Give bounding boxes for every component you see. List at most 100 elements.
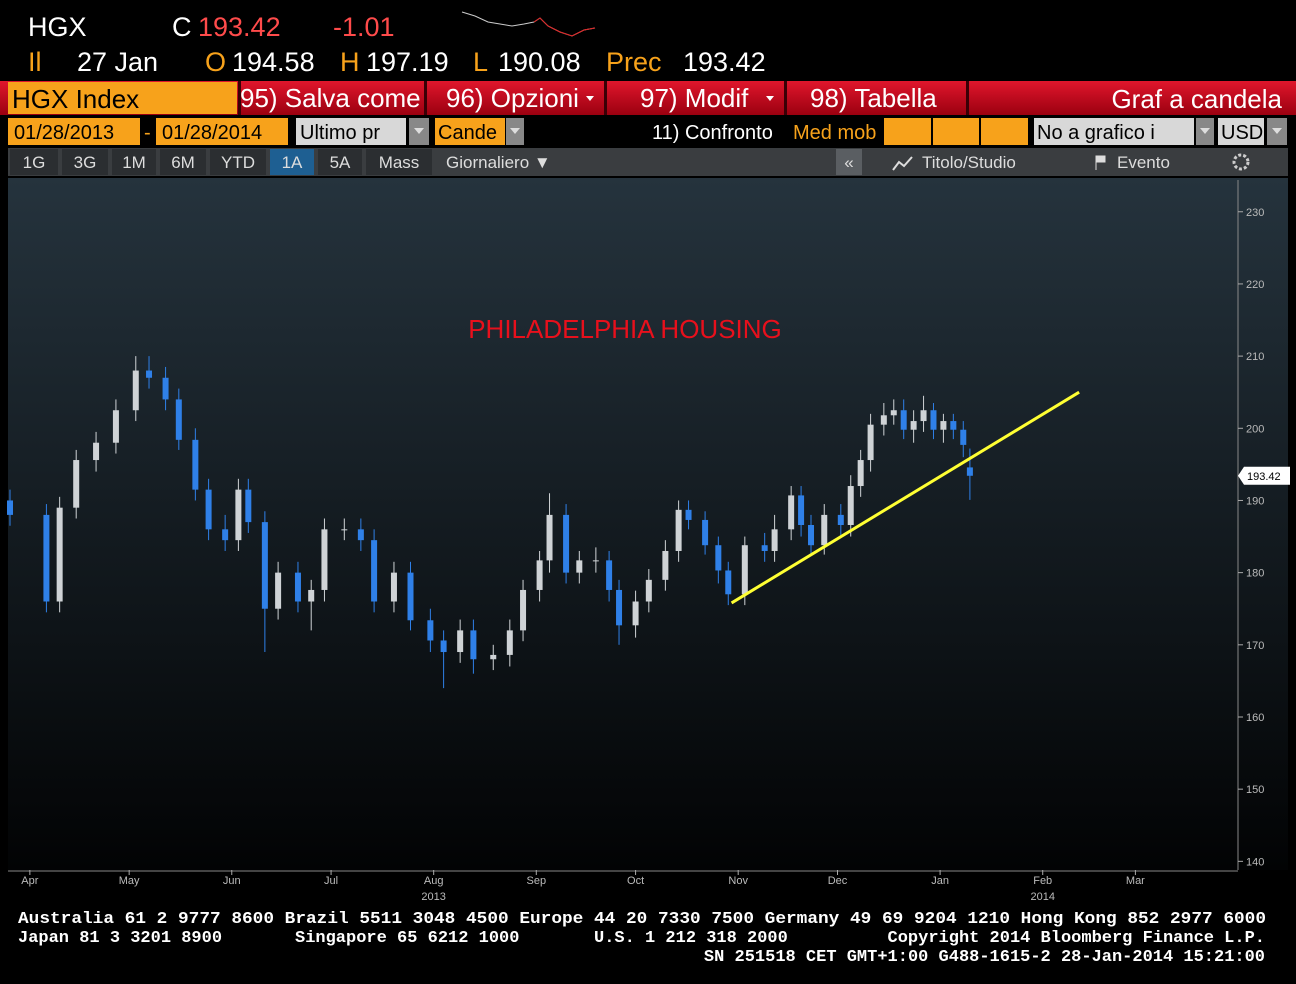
- period-tab[interactable]: [318, 149, 362, 175]
- period-tab[interactable]: [366, 149, 432, 175]
- period-label[interactable]: 6M: [171, 153, 195, 172]
- trendline: [730, 390, 1080, 605]
- table-button[interactable]: 98) Tabella: [810, 83, 937, 113]
- candle-body: [175, 399, 182, 440]
- candle-body: [536, 560, 543, 590]
- x-tick-label: Aug: [424, 875, 444, 887]
- period-tab[interactable]: [112, 149, 156, 175]
- period-label[interactable]: YTD: [221, 153, 255, 172]
- candle-body: [407, 572, 414, 621]
- moving-avg[interactable]: Med mob: [793, 122, 876, 144]
- candle-body: [867, 424, 874, 461]
- high: 197.19: [366, 47, 449, 77]
- studies-icon: [892, 156, 913, 171]
- footer-japan: Japan 81 3 3201 8900: [18, 929, 222, 948]
- settings-icon[interactable]: [1232, 153, 1250, 171]
- period-label[interactable]: 1A: [282, 153, 303, 172]
- style[interactable]: Cande: [438, 122, 497, 144]
- day-label: Il: [28, 47, 42, 77]
- candle-body: [506, 630, 513, 655]
- y-tick-label: 210: [1246, 351, 1264, 363]
- events-button[interactable]: Evento: [1117, 153, 1170, 172]
- plot-option[interactable]: No a grafico i: [1037, 122, 1155, 144]
- y-tick-label: 170: [1246, 640, 1264, 652]
- modify-button[interactable]: 97) Modif: [640, 83, 749, 113]
- x-tick-label: May: [119, 875, 140, 887]
- collapse-box[interactable]: [836, 149, 862, 175]
- period-label[interactable]: Mass: [379, 153, 420, 172]
- candle-body: [520, 589, 527, 631]
- period-label[interactable]: 3G: [74, 153, 97, 172]
- x-tick-label: Mar: [1126, 875, 1145, 887]
- candle-body: [245, 489, 252, 523]
- x-tick-label: Jun: [223, 875, 241, 887]
- candle-body: [890, 410, 897, 416]
- candle-body: [930, 410, 937, 430]
- period-tab[interactable]: [10, 149, 58, 175]
- candle-body: [427, 620, 434, 641]
- candle-body: [632, 601, 639, 626]
- candle-body: [546, 514, 553, 561]
- candle-body: [808, 525, 815, 546]
- candle-body: [235, 489, 242, 541]
- period-tab[interactable]: [160, 149, 206, 175]
- footer-line: Australia 61 2 9777 8600 Brazil 5511 304…: [18, 910, 1266, 929]
- collapse[interactable]: «: [844, 153, 853, 172]
- sparkline: [461, 11, 596, 37]
- ticker: HGX: [28, 12, 87, 42]
- candle-body: [798, 495, 805, 525]
- candle-body: [490, 654, 497, 660]
- candle-body: [821, 514, 828, 546]
- period-tab[interactable]: [210, 149, 266, 175]
- end-date[interactable]: 01/28/2014: [162, 122, 262, 144]
- open-label: O: [205, 47, 226, 77]
- x-tick-label: Apr: [21, 875, 38, 887]
- x-tick-label: Jul: [324, 875, 338, 887]
- low: 190.08: [498, 47, 581, 77]
- prec-label: Prec: [606, 47, 662, 77]
- save-button[interactable]: 95) Salva come: [240, 83, 421, 113]
- candle-body: [675, 509, 682, 551]
- candle-body: [43, 514, 50, 602]
- period-label[interactable]: 5A: [330, 153, 351, 172]
- candle-body: [702, 519, 709, 546]
- year-label: 2013: [421, 891, 445, 903]
- footer-singapore: Singapore 65 6212 1000: [295, 929, 519, 948]
- compare-button[interactable]: 11) Confronto: [652, 122, 773, 144]
- sparkline-down: [533, 17, 596, 37]
- chart-kind[interactable]: Graf a candela: [1111, 84, 1282, 114]
- period-tab[interactable]: [270, 149, 314, 175]
- currency[interactable]: USD: [1221, 122, 1263, 144]
- year-label: 2014: [1030, 891, 1054, 903]
- security-box[interactable]: [8, 82, 237, 114]
- options-button[interactable]: 96) Opzioni: [446, 83, 579, 113]
- candle-body: [357, 529, 364, 541]
- frequency[interactable]: Giornaliero ▼: [446, 153, 551, 172]
- y-tick-label: 140: [1246, 856, 1264, 868]
- candle-body: [205, 489, 212, 530]
- field[interactable]: Ultimo pr: [300, 122, 380, 144]
- candle-body: [940, 421, 947, 430]
- candle-body: [7, 500, 13, 515]
- candle-body: [662, 550, 669, 580]
- candle-body: [847, 486, 854, 525]
- candle-body: [563, 514, 570, 573]
- candle-body: [950, 421, 957, 430]
- close-prefix: C: [172, 12, 192, 42]
- x-tick-label: Dec: [828, 875, 848, 887]
- start-date[interactable]: 01/28/2013: [14, 122, 114, 144]
- studies-button[interactable]: Titolo/Studio: [922, 153, 1016, 172]
- y-tick-label: 200: [1246, 423, 1264, 435]
- period-label[interactable]: 1G: [23, 153, 46, 172]
- security[interactable]: HGX Index: [12, 84, 139, 114]
- candle-body: [470, 630, 477, 660]
- period-tab[interactable]: [62, 149, 108, 175]
- low-label: L: [473, 47, 488, 77]
- period-label[interactable]: 1M: [122, 153, 146, 172]
- candle-body: [685, 509, 692, 520]
- day: 27 Jan: [77, 47, 158, 77]
- event-icon: [1095, 155, 1106, 170]
- candle-body: [910, 421, 917, 430]
- candle-body: [960, 429, 967, 445]
- candle-body: [294, 572, 301, 602]
